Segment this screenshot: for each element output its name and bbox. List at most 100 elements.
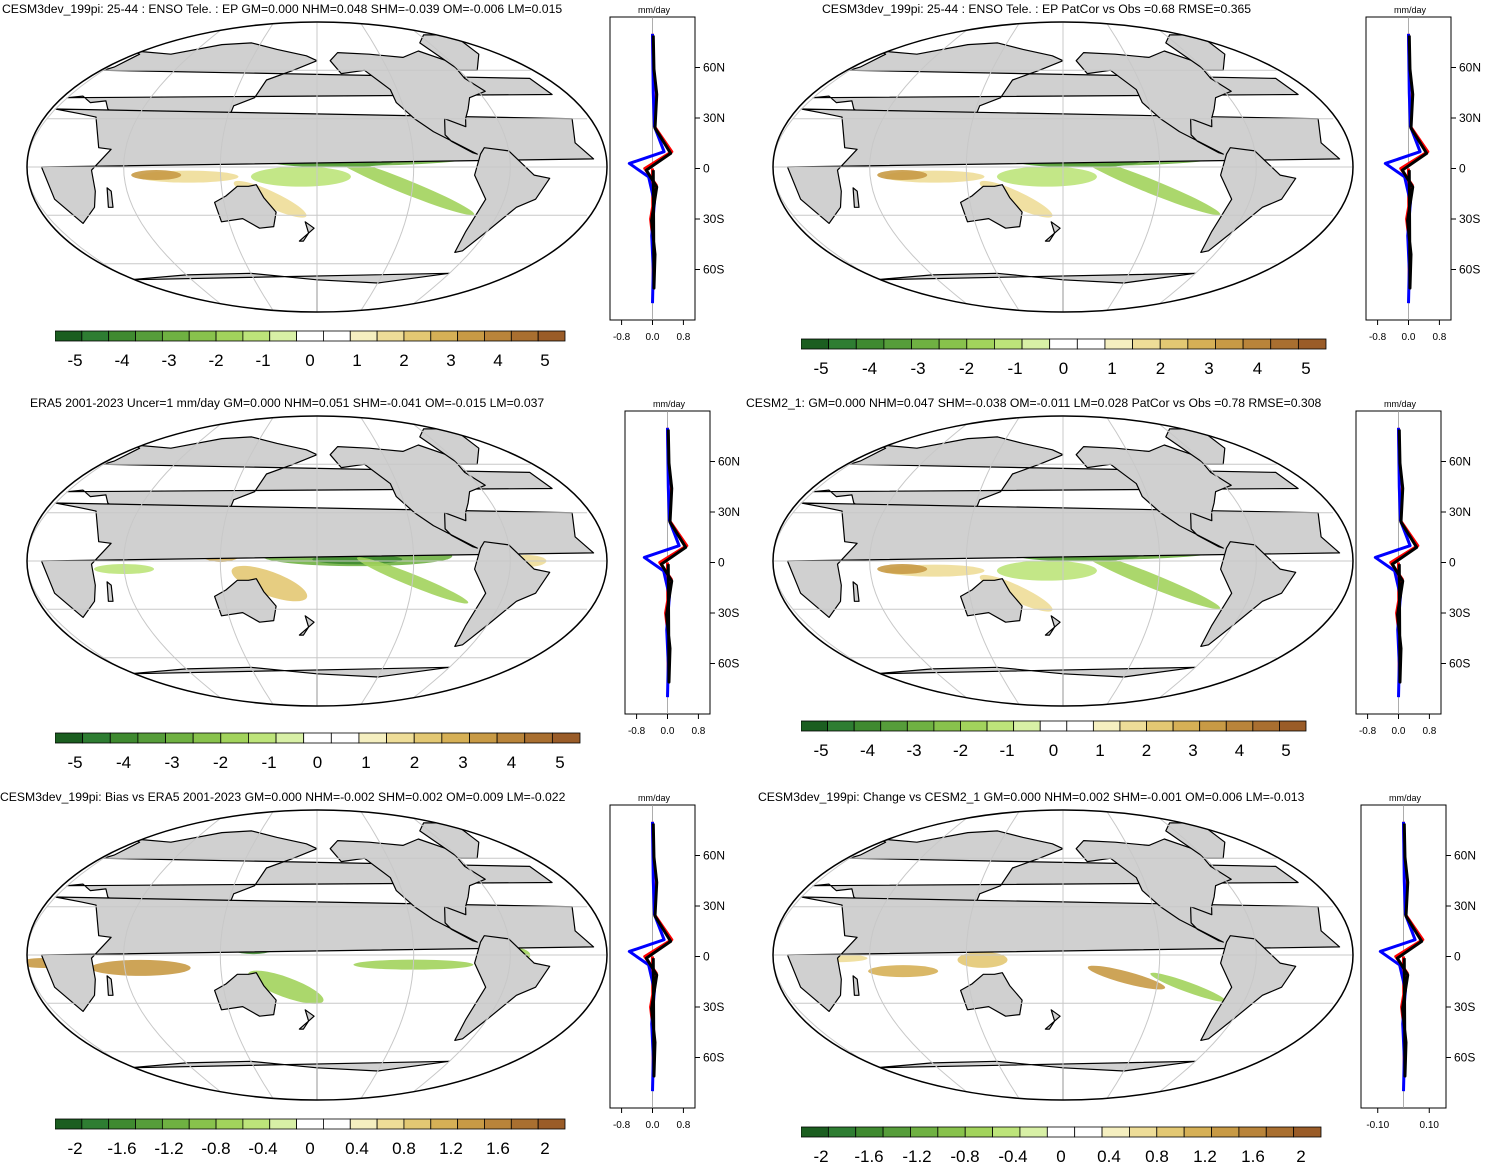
colorbar-label: -1.6 bbox=[107, 1139, 136, 1158]
colorbar: -2 -1.6 -1.2 -0.8 -0.4 0 0.4 0.8 1.2 1.6 2 bbox=[55, 1118, 566, 1158]
anomaly-patch bbox=[1150, 972, 1226, 1002]
lat-tick-label: 30N bbox=[1459, 111, 1481, 125]
colorbar-label: 0 bbox=[313, 753, 322, 772]
landmass bbox=[298, 221, 315, 242]
colorbar-label: 0.8 bbox=[1145, 1147, 1169, 1166]
colorbar-swatch bbox=[496, 732, 526, 744]
colorbar-swatch bbox=[135, 330, 163, 342]
landmass bbox=[298, 1009, 315, 1030]
lat-tick-label: 60S bbox=[1454, 1051, 1475, 1065]
x-tick-label: 0.0 bbox=[646, 332, 660, 343]
colorbar-label: -0.8 bbox=[201, 1139, 230, 1158]
colorbar-swatch bbox=[1119, 720, 1147, 732]
colorbar-swatch bbox=[484, 330, 512, 342]
colorbar-swatch bbox=[242, 1118, 271, 1130]
landmass bbox=[329, 838, 486, 943]
colorbar-swatch bbox=[964, 1126, 993, 1138]
x-tick-label: 0.0 bbox=[646, 1120, 660, 1131]
colorbar-label: -2 bbox=[959, 359, 974, 378]
zonal-series bbox=[1390, 429, 1419, 684]
colorbar-swatch bbox=[215, 1118, 244, 1130]
lat-tick-label: 0 bbox=[703, 162, 710, 176]
colorbar-label: 1.6 bbox=[486, 1139, 510, 1158]
x-tick-label: 0.0 bbox=[661, 726, 675, 737]
landmass bbox=[1200, 147, 1297, 253]
landmass bbox=[214, 184, 277, 229]
anomaly-patch bbox=[868, 965, 939, 978]
colorbar-label: -4 bbox=[114, 351, 129, 370]
colorbar-swatch bbox=[303, 732, 332, 744]
colorbar-label: -5 bbox=[813, 741, 828, 760]
colorbar-swatch bbox=[161, 330, 190, 342]
panel-4: CESM2_1: GM=0.000 NHM=0.047 SHM=-0.038 O… bbox=[746, 394, 1491, 780]
x-tick-label: -0.8 bbox=[1359, 726, 1377, 737]
landmass bbox=[1075, 50, 1232, 155]
colorbar-swatch bbox=[1238, 1126, 1267, 1138]
lat-tick-label: 60N bbox=[718, 455, 740, 469]
colorbar-label: 0.4 bbox=[345, 1139, 369, 1158]
landmass bbox=[1200, 935, 1297, 1041]
colorbar-swatch bbox=[911, 338, 940, 350]
colorbar-label: -2 bbox=[953, 741, 968, 760]
colorbar-swatch bbox=[215, 330, 244, 342]
unit-label: mm/day bbox=[1394, 5, 1427, 15]
lat-tick-label: 30S bbox=[1449, 606, 1470, 620]
x-tick-label: -0.8 bbox=[1369, 332, 1387, 343]
colorbar-swatch bbox=[1066, 720, 1094, 732]
colorbar-swatch bbox=[81, 1118, 110, 1130]
lat-tick-label: 30N bbox=[703, 111, 725, 125]
colorbar-label: -5 bbox=[67, 351, 82, 370]
colorbar-label: 2 bbox=[1142, 741, 1151, 760]
colorbar-swatch bbox=[853, 720, 882, 732]
colorbar-label: 2 bbox=[399, 351, 408, 370]
panel-title: CESM2_1: GM=0.000 NHM=0.047 SHM=-0.038 O… bbox=[746, 396, 1322, 410]
colorbar-swatch bbox=[827, 1126, 857, 1138]
colorbar-label: 4 bbox=[507, 753, 516, 772]
lat-tick-label: 60N bbox=[703, 849, 725, 863]
lat-tick-label: 60S bbox=[703, 263, 724, 277]
colorbar-label: 3 bbox=[1188, 741, 1197, 760]
panel-title: ERA5 2001-2023 Uncer=1 mm/day GM=0.000 N… bbox=[30, 396, 545, 410]
lat-tick-label: 30N bbox=[703, 899, 725, 913]
landmass bbox=[40, 502, 595, 618]
colorbar-swatch bbox=[323, 330, 351, 342]
lat-tick-label: 30S bbox=[703, 212, 724, 226]
anomaly-patch bbox=[335, 157, 475, 216]
colorbar-swatch bbox=[269, 330, 297, 342]
colorbar-label: -5 bbox=[813, 359, 828, 378]
unit-label: mm/day bbox=[638, 793, 671, 803]
landmass bbox=[786, 502, 1341, 618]
colorbar-label: -1 bbox=[255, 351, 270, 370]
zonal-mean-plot: mm/day 60N 30N 0 30S 60S -0.8 0.0 0.8 bbox=[609, 793, 725, 1131]
landmass bbox=[960, 972, 1023, 1017]
landmass bbox=[852, 581, 860, 602]
world-map bbox=[772, 21, 1354, 313]
colorbar-swatch bbox=[296, 1118, 324, 1130]
landmass bbox=[1200, 541, 1297, 647]
colorbar-label: -3 bbox=[164, 753, 179, 772]
colorbar-label: 2 bbox=[1156, 359, 1165, 378]
colorbar-swatch bbox=[376, 1118, 405, 1130]
colorbar-swatch bbox=[882, 1126, 911, 1138]
colorbar-swatch bbox=[457, 1118, 485, 1130]
colorbar-swatch bbox=[986, 720, 1015, 732]
colorbar-swatch bbox=[55, 732, 84, 744]
world-map bbox=[26, 415, 608, 707]
colorbar-swatch bbox=[108, 330, 136, 342]
zonal-mean-plot: mm/day 60N 30N 0 30S 60S -0.8 0.0 0.8 bbox=[609, 5, 725, 343]
lat-tick-label: 30S bbox=[1454, 1000, 1475, 1014]
colorbar-swatch bbox=[1076, 338, 1106, 350]
anomaly-patch bbox=[250, 166, 351, 187]
panel-title: CESM3dev_199pi: Bias vs ERA5 2001-2023 G… bbox=[0, 790, 566, 804]
colorbar-swatch bbox=[992, 1126, 1021, 1138]
landmass bbox=[214, 972, 277, 1017]
colorbar-label: 2 bbox=[1296, 1147, 1305, 1166]
lat-tick-label: 60S bbox=[1449, 657, 1470, 671]
colorbar-label: 3 bbox=[1204, 359, 1213, 378]
colorbar-label: 1 bbox=[352, 351, 361, 370]
world-map bbox=[772, 809, 1354, 1101]
anomaly-patch bbox=[1087, 965, 1166, 990]
zonal-mean-plot: mm/day 60N 30N 0 30S 60S -0.8 0.0 0.8 bbox=[1355, 399, 1471, 737]
colorbar-swatch bbox=[906, 720, 935, 732]
lat-tick-label: 30S bbox=[1459, 212, 1480, 226]
